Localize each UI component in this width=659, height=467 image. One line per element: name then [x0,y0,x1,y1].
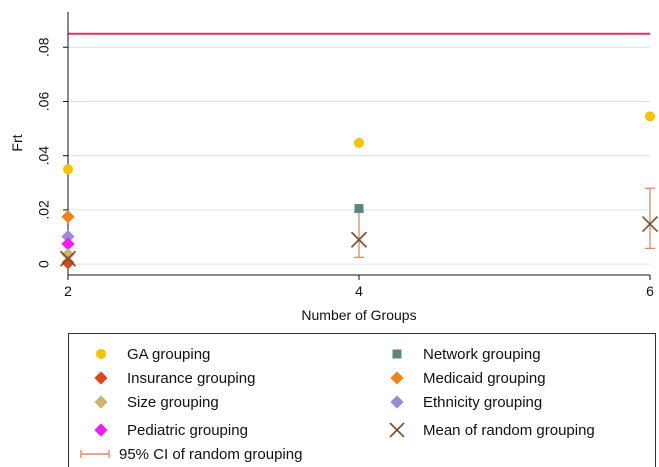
legend-item-random-mean: Mean of random grouping [385,420,595,440]
legend-marker [392,349,402,359]
axes: 0 .02 .04 .06 .08 2 4 6 [36,12,654,299]
legend-item-ga: GA grouping [89,344,210,364]
legend-symbol-diamond [94,371,108,385]
x-tick-label: 6 [646,283,654,299]
gridlines [68,32,650,265]
legend-item-ethnicity: Ethnicity grouping [385,392,542,412]
legend-label: GA grouping [127,345,211,363]
insurance-point [61,256,75,270]
legend-label: Medicaid grouping [423,369,546,387]
legend-symbol-diamond [390,395,404,409]
legend-marker [94,395,108,409]
legend-label: 95% CI of random grouping [119,445,303,463]
ci-bar [645,187,655,250]
legend-symbol-diamond [390,371,404,385]
legend-symbol-errorbar [80,450,110,458]
legend-marker [94,423,108,437]
legend-symbol-diamond [94,395,108,409]
random_mean-point-stroke [59,250,77,267]
random_mean-point [350,231,368,248]
legend-label: Size grouping [127,393,219,411]
y-tick-label: .02 [36,200,52,220]
pediatric-point [61,237,75,251]
random_mean-point-stroke [641,215,659,233]
ga-point [353,137,365,148]
y-axis-label: Frt [9,134,25,151]
legend: GA grouping Network grouping Insurance gro… [68,333,656,467]
legend-label: Mean of random grouping [423,421,595,439]
legend-marker [390,395,404,409]
legend-item-random-ci: 95% CI of random grouping [77,444,302,464]
legend-symbol-x [389,422,405,438]
legend-marker-stroke [389,422,405,438]
legend-label: Network grouping [423,345,541,363]
ga-point [644,111,656,122]
legend-item-network: Network grouping [385,344,541,364]
network-point [354,204,364,214]
y-tick-label: .08 [36,37,52,57]
ci-bar [354,210,364,259]
legend-ci-symbol [80,450,110,458]
random_mean-point [59,250,77,267]
legend-symbol-square [392,349,402,359]
legend-item-insurance: Insurance grouping [89,368,255,388]
random_mean-point [641,215,659,233]
data-marks [59,111,659,270]
legend-label: Insurance grouping [127,369,256,387]
x-tick-label: 4 [355,283,363,299]
legend-marker [94,371,108,385]
legend-item-size: Size grouping [89,392,219,412]
medicaid-point [61,210,75,224]
ethnicity-point [61,229,75,244]
legend-label: Ethnicity grouping [423,393,543,411]
ga-point [62,164,74,175]
legend-label: Pediatric grouping [127,421,248,439]
legend-marker [95,348,107,360]
y-tick-label: 0 [36,260,52,268]
x-axis-label: Number of Groups [301,307,416,323]
y-tick-label: .04 [36,146,52,166]
legend-marker [390,371,404,385]
size-point [61,248,75,262]
legend-symbol-diamond [94,423,108,437]
x-tick-label: 2 [64,283,72,299]
y-tick-label: .06 [36,92,52,112]
legend-symbol-circle [95,348,107,360]
legend-item-pediatric: Pediatric grouping [89,420,248,440]
random_mean-point-stroke [350,231,368,248]
legend-item-medicaid: Medicaid grouping [385,368,546,388]
legend-marker [389,422,405,438]
